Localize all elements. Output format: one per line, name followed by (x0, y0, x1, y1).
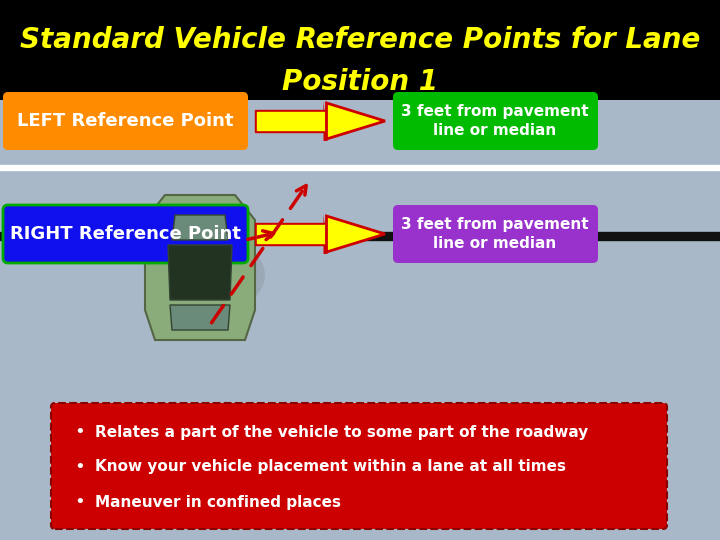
Text: Standard Vehicle Reference Points for Lane: Standard Vehicle Reference Points for La… (20, 26, 700, 54)
Bar (0, 232, 720, 240)
FancyBboxPatch shape (51, 403, 667, 529)
Bar (0, 165, 720, 170)
Text: RIGHT Reference Point: RIGHT Reference Point (9, 225, 240, 243)
Bar (257, 225, 326, 243)
Polygon shape (326, 103, 385, 139)
Bar (255, 223, 326, 245)
Polygon shape (323, 214, 328, 254)
FancyBboxPatch shape (0, 0, 720, 100)
Ellipse shape (145, 235, 265, 315)
Bar (255, 110, 326, 132)
FancyBboxPatch shape (3, 92, 248, 150)
Text: Relates a part of the vehicle to some part of the roadway: Relates a part of the vehicle to some pa… (95, 424, 588, 440)
Polygon shape (323, 101, 328, 141)
Text: Maneuver in confined places: Maneuver in confined places (95, 495, 341, 510)
Text: Position 1: Position 1 (282, 68, 438, 96)
Text: Know your vehicle placement within a lane at all times: Know your vehicle placement within a lan… (95, 460, 566, 475)
Polygon shape (326, 216, 385, 252)
Polygon shape (145, 195, 255, 340)
Polygon shape (168, 245, 232, 300)
Text: 3 feet from pavement
line or median: 3 feet from pavement line or median (401, 104, 589, 138)
Polygon shape (170, 305, 230, 330)
Text: •: • (75, 493, 86, 511)
Text: 3 feet from pavement
line or median: 3 feet from pavement line or median (401, 217, 589, 252)
Text: •: • (75, 423, 86, 441)
Polygon shape (172, 215, 228, 240)
FancyBboxPatch shape (393, 205, 598, 263)
FancyBboxPatch shape (3, 205, 248, 263)
Text: •: • (75, 458, 86, 476)
FancyBboxPatch shape (393, 92, 598, 150)
Bar (257, 112, 326, 130)
Text: LEFT Reference Point: LEFT Reference Point (17, 112, 233, 130)
